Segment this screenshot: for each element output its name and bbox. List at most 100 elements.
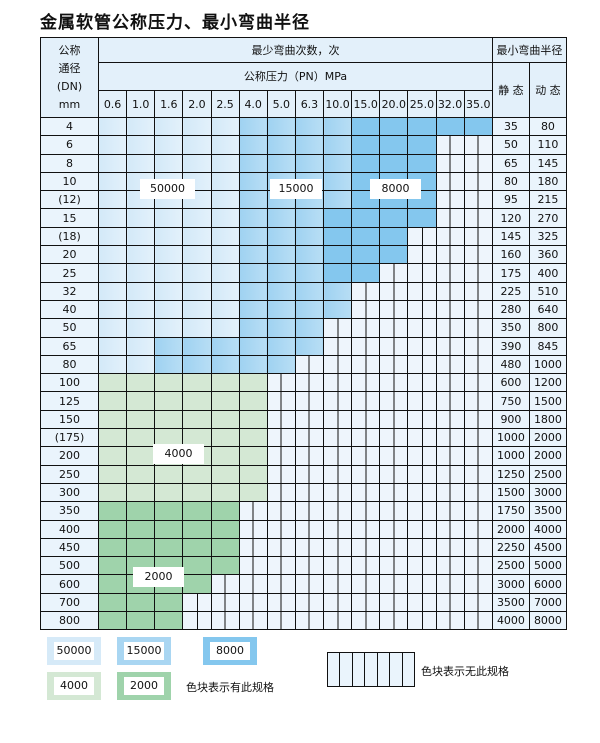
spec-cell bbox=[126, 336, 156, 356]
unavailable-cell bbox=[379, 464, 409, 484]
spec-cell bbox=[266, 208, 296, 228]
spec-cell bbox=[97, 263, 128, 283]
unavailable-cell bbox=[266, 574, 296, 594]
unavailable-cell bbox=[322, 537, 353, 558]
spec-cell bbox=[238, 245, 268, 265]
table-row: 300 1500 3000 bbox=[40, 482, 567, 503]
spec-cell bbox=[182, 116, 212, 137]
unavailable-cell bbox=[379, 281, 409, 301]
spec-cell bbox=[238, 318, 268, 338]
static-radius-cell: 2000 bbox=[491, 519, 530, 539]
unavailable-cell bbox=[435, 556, 465, 576]
static-radius-cell: 750 bbox=[491, 391, 530, 411]
spec-cell bbox=[238, 446, 268, 466]
unavailable-cell bbox=[351, 611, 381, 631]
unavailable-cell bbox=[322, 373, 353, 393]
spec-cell bbox=[210, 318, 240, 338]
unavailable-cell bbox=[435, 592, 465, 613]
spec-cell bbox=[182, 245, 212, 265]
spec-cell bbox=[294, 318, 325, 338]
static-radius-cell: 280 bbox=[491, 299, 530, 320]
spec-cell bbox=[294, 299, 325, 320]
unavailable-cell bbox=[351, 318, 381, 338]
unavailable-cell bbox=[266, 611, 296, 631]
spec-cell bbox=[126, 611, 156, 631]
region-label-15000: 15000 bbox=[270, 179, 322, 199]
table-row: 150 900 1800 bbox=[40, 409, 567, 430]
unavailable-cell bbox=[182, 611, 212, 631]
spec-cell bbox=[379, 245, 409, 265]
static-radius-cell: 3000 bbox=[491, 574, 530, 594]
table-row: 600 3000 6000 bbox=[40, 574, 567, 594]
min-radius-header: 最小弯曲半径 bbox=[491, 37, 567, 63]
table-row: 6 50 110 bbox=[40, 135, 567, 155]
unavailable-cell bbox=[435, 153, 465, 173]
static-radius-cell: 1000 bbox=[491, 446, 530, 466]
spec-cell bbox=[97, 281, 128, 301]
pressure-column-header: 6.3 bbox=[294, 90, 325, 118]
unavailable-cell bbox=[294, 446, 325, 466]
unavailable-cell bbox=[463, 428, 493, 448]
spec-cell bbox=[210, 208, 240, 228]
unavailable-cell bbox=[379, 391, 409, 411]
unavailable-cell bbox=[463, 245, 493, 265]
unavailable-cell bbox=[322, 391, 353, 411]
unavailable-cell bbox=[435, 336, 465, 356]
spec-cell bbox=[182, 391, 212, 411]
page-title: 金属软管公称压力、最小弯曲半径 bbox=[40, 13, 310, 33]
static-radius-cell: 50 bbox=[491, 135, 530, 155]
spec-cell bbox=[154, 354, 184, 375]
unavailable-cell bbox=[407, 336, 437, 356]
static-radius-cell: 145 bbox=[491, 226, 530, 247]
unavailable-cell bbox=[435, 171, 465, 192]
unavailable-cell bbox=[463, 135, 493, 155]
spec-cell bbox=[154, 373, 184, 393]
unavailable-cell bbox=[322, 318, 353, 338]
spec-cell bbox=[238, 482, 268, 503]
spec-cell bbox=[97, 226, 128, 247]
spec-cell bbox=[266, 153, 296, 173]
spec-cell bbox=[97, 153, 128, 173]
spec-cell bbox=[238, 263, 268, 283]
unavailable-cell bbox=[435, 409, 465, 430]
dn-cell: 250 bbox=[40, 464, 99, 484]
spec-cell bbox=[97, 135, 128, 155]
unavailable-cell bbox=[351, 592, 381, 613]
spec-cell bbox=[322, 190, 353, 210]
unavailable-cell bbox=[463, 281, 493, 301]
unavailable-cell bbox=[435, 208, 465, 228]
spec-cell bbox=[210, 226, 240, 247]
static-radius-cell: 1500 bbox=[491, 482, 530, 503]
spec-cell bbox=[126, 208, 156, 228]
dn-cell: 20 bbox=[40, 245, 99, 265]
spec-cell bbox=[97, 391, 128, 411]
static-radius-cell: 1750 bbox=[491, 501, 530, 521]
spec-cell bbox=[126, 519, 156, 539]
spec-cell bbox=[322, 299, 353, 320]
spec-cell bbox=[238, 226, 268, 247]
unavailable-cell bbox=[463, 446, 493, 466]
dn-cell: 80 bbox=[40, 354, 99, 375]
dn-cell: 450 bbox=[40, 537, 99, 558]
static-radius-cell: 160 bbox=[491, 245, 530, 265]
spec-cell bbox=[294, 153, 325, 173]
unavailable-cell bbox=[463, 153, 493, 173]
unavailable-cell bbox=[266, 446, 296, 466]
spec-cell bbox=[97, 482, 128, 503]
unavailable-cell bbox=[407, 501, 437, 521]
unavailable-cell bbox=[351, 409, 381, 430]
unavailable-cell bbox=[407, 537, 437, 558]
unavailable-cell bbox=[351, 519, 381, 539]
unavailable-cell bbox=[435, 190, 465, 210]
dynamic-radius-cell: 6000 bbox=[528, 574, 567, 594]
spec-cell bbox=[182, 153, 212, 173]
unavailable-cell bbox=[322, 354, 353, 375]
dn-cell: 25 bbox=[40, 263, 99, 283]
table-row: 8 65 145 bbox=[40, 153, 567, 173]
unavailable-cell bbox=[351, 281, 381, 301]
legend-label: 8000 bbox=[210, 642, 250, 660]
unavailable-cell bbox=[463, 464, 493, 484]
table-row: 40 280 640 bbox=[40, 299, 567, 320]
spec-cell bbox=[238, 135, 268, 155]
unavailable-cell bbox=[379, 409, 409, 430]
